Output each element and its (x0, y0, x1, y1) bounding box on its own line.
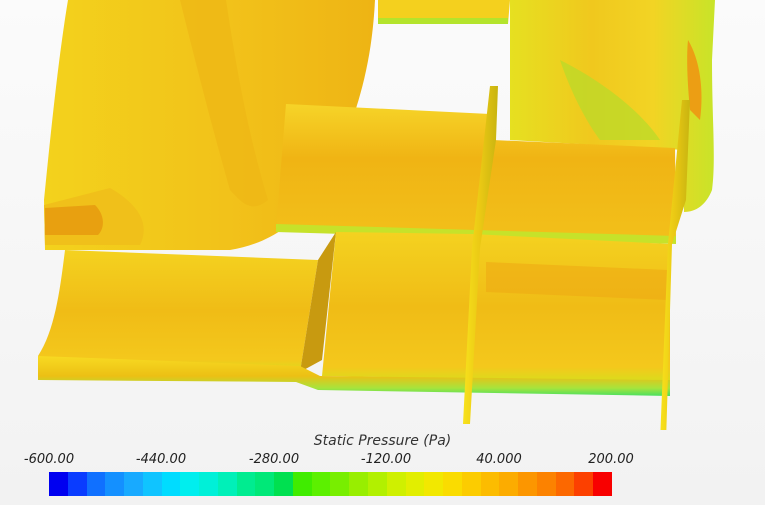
tick-label: -280.00 (248, 452, 300, 467)
right-pod-orange-patch (687, 40, 702, 120)
pressure-legend: Static Pressure (Pa) -600.00 -440.00 -28… (0, 430, 765, 505)
colorbar-swatch (499, 472, 519, 496)
colorbar-swatch (405, 472, 425, 496)
colorbar-swatch (518, 472, 537, 496)
main-plane-orange-band (486, 262, 668, 300)
colorbar-swatch (368, 472, 387, 496)
upper-flap (276, 104, 676, 240)
colorbar-swatch (593, 472, 612, 496)
left-body-shading (180, 0, 268, 207)
colorbar-swatch (255, 472, 275, 496)
colorbar-swatch (330, 472, 350, 496)
tick-label: -440.00 (135, 452, 187, 467)
colorbar-swatch (105, 472, 125, 496)
colorbar-swatch (349, 472, 369, 496)
colorbar-swatch (67, 472, 87, 496)
legend-title: Static Pressure (Pa) (313, 433, 452, 449)
tick-label: 40.000 (476, 452, 522, 467)
main-plane-left (38, 250, 318, 372)
colorbar-swatch (236, 472, 256, 496)
colorbar-swatch (142, 472, 162, 496)
colorbar-swatch (386, 472, 406, 496)
colorbar-swatch (217, 472, 237, 496)
main-plane-trailing-edge (38, 356, 670, 396)
colorbar-swatch (124, 472, 143, 496)
colorbar-swatch (161, 472, 181, 496)
top-center-element-edge (378, 18, 508, 24)
tick-label: -120.00 (360, 452, 412, 467)
colorbar-swatch (49, 472, 68, 496)
colorbar-swatch (274, 472, 293, 496)
colorbar-swatch (424, 472, 444, 496)
colorbar-swatch (311, 472, 331, 496)
main-plane-right (322, 232, 670, 382)
colorbar-swatch (461, 472, 481, 496)
colorbar-swatch (443, 472, 462, 496)
cfd-render-viewport[interactable] (0, 0, 765, 430)
colorbar-swatch (86, 472, 106, 496)
right-pod-green-patch (560, 60, 660, 140)
colorbar-swatch (180, 472, 200, 496)
tick-label: -600.00 (23, 452, 75, 467)
colorbar-swatch (555, 472, 575, 496)
colorbar (49, 472, 612, 496)
main-plane-step (300, 232, 336, 372)
colorbar-swatch (199, 472, 218, 496)
colorbar-swatch (480, 472, 500, 496)
endplate-left (463, 86, 498, 424)
tick-label: 200.00 (588, 452, 634, 467)
endplate-right (660, 100, 690, 430)
colorbar-swatch (292, 472, 312, 496)
colorbar-swatch (574, 472, 594, 496)
colorbar-swatch (536, 472, 556, 496)
left-body-inlet-dark (45, 205, 103, 235)
